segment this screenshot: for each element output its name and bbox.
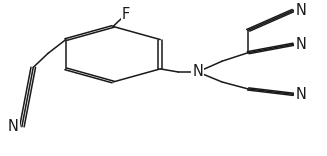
Text: N: N	[192, 64, 203, 79]
Text: N: N	[295, 37, 306, 52]
Text: N: N	[295, 3, 306, 18]
Text: N: N	[295, 87, 306, 102]
Text: F: F	[122, 7, 130, 22]
Text: N: N	[8, 119, 19, 134]
